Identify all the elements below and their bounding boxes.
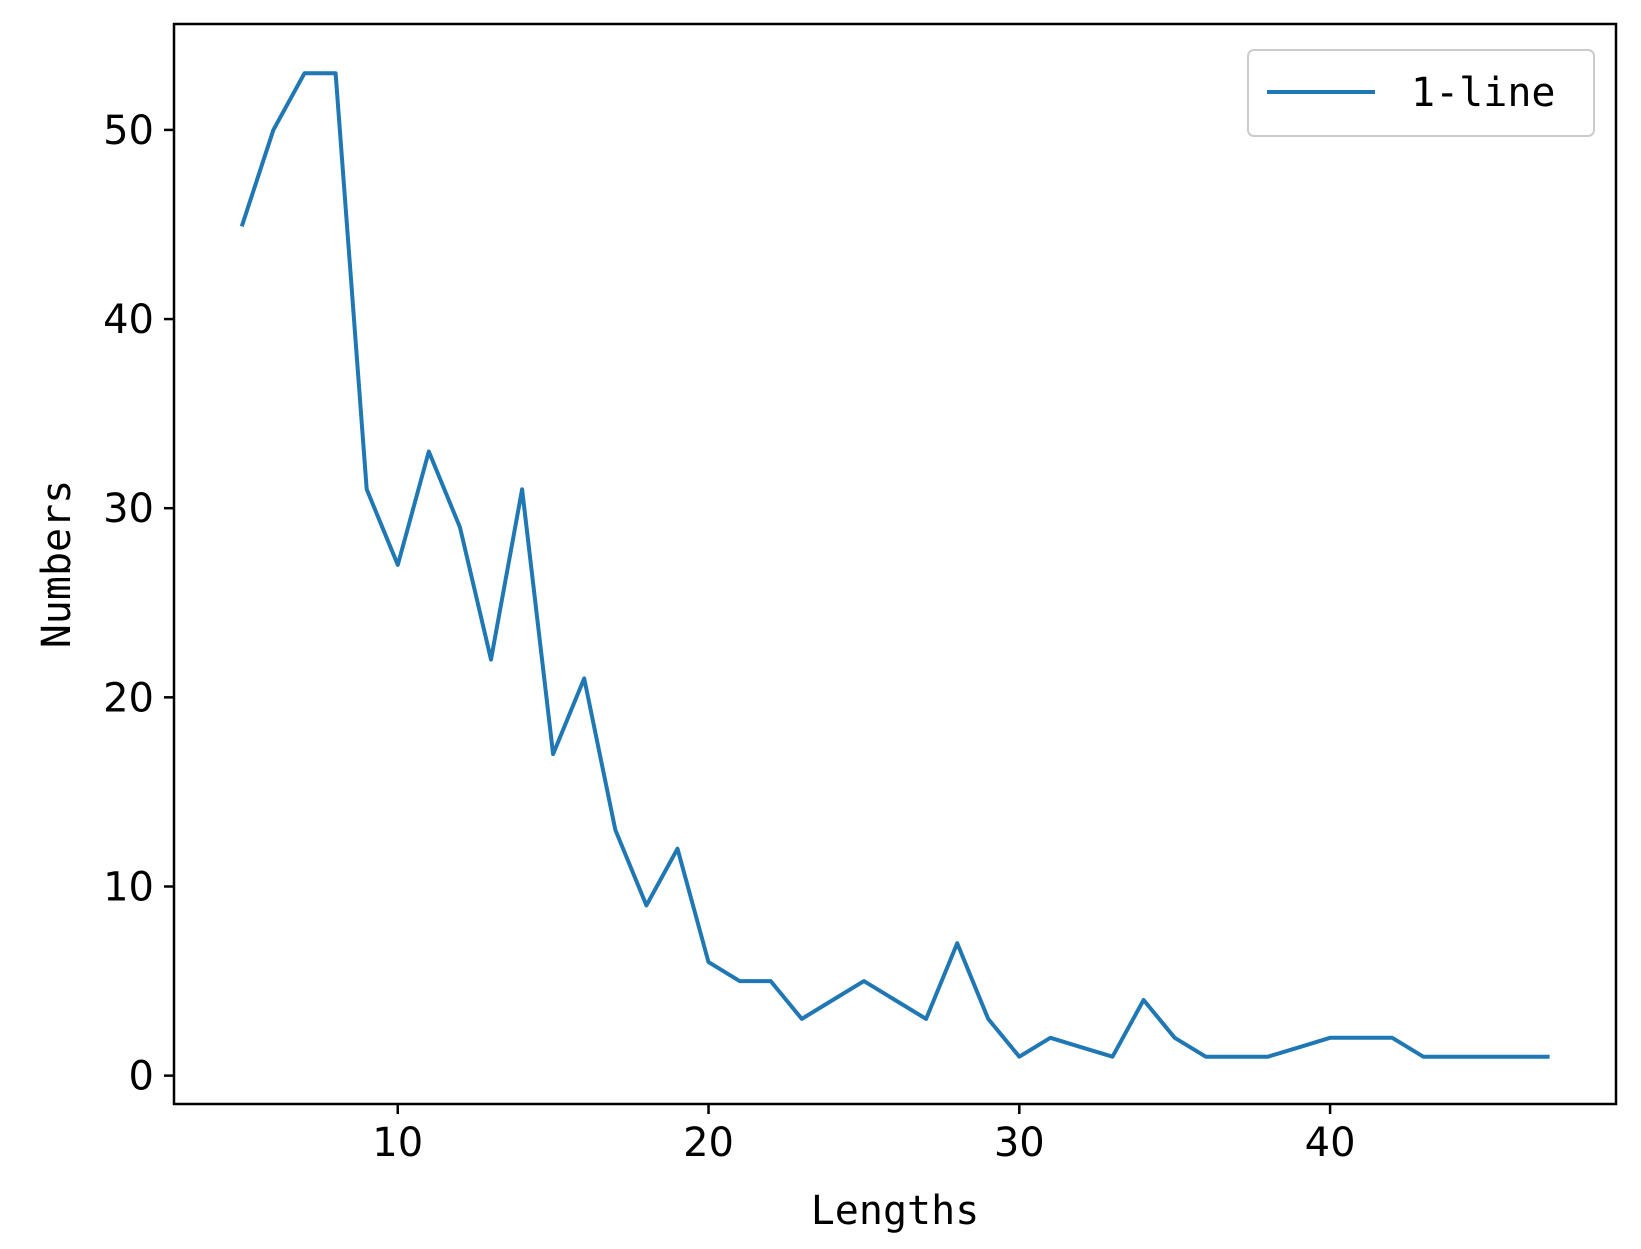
y-tick-label: 10 xyxy=(103,864,154,910)
x-tick-label: 40 xyxy=(1305,1120,1356,1166)
y-tick-label: 50 xyxy=(103,108,154,154)
legend-label-1-line: 1-line xyxy=(1411,70,1556,116)
x-tick-label: 30 xyxy=(994,1120,1045,1166)
x-tick-label: 20 xyxy=(683,1120,734,1166)
y-tick-label: 20 xyxy=(103,675,154,721)
y-tick-label: 30 xyxy=(103,486,154,532)
plot-area xyxy=(172,22,1618,1106)
legend: 1-line xyxy=(1247,49,1595,137)
series-layer xyxy=(239,71,1550,1059)
series-line-1-line xyxy=(239,71,1550,1059)
x-axis-label: Lengths xyxy=(811,1188,980,1234)
y-tick-label: 40 xyxy=(103,297,154,343)
x-axis-ticks: 10 20 30 40 xyxy=(372,1104,1356,1166)
x-tick-label: 10 xyxy=(372,1120,423,1166)
legend-frame xyxy=(1247,49,1595,137)
y-tick-label: 0 xyxy=(129,1054,154,1100)
y-axis-label: Numbers xyxy=(34,480,80,649)
y-axis-ticks: 0 10 20 30 40 50 xyxy=(103,108,174,1100)
